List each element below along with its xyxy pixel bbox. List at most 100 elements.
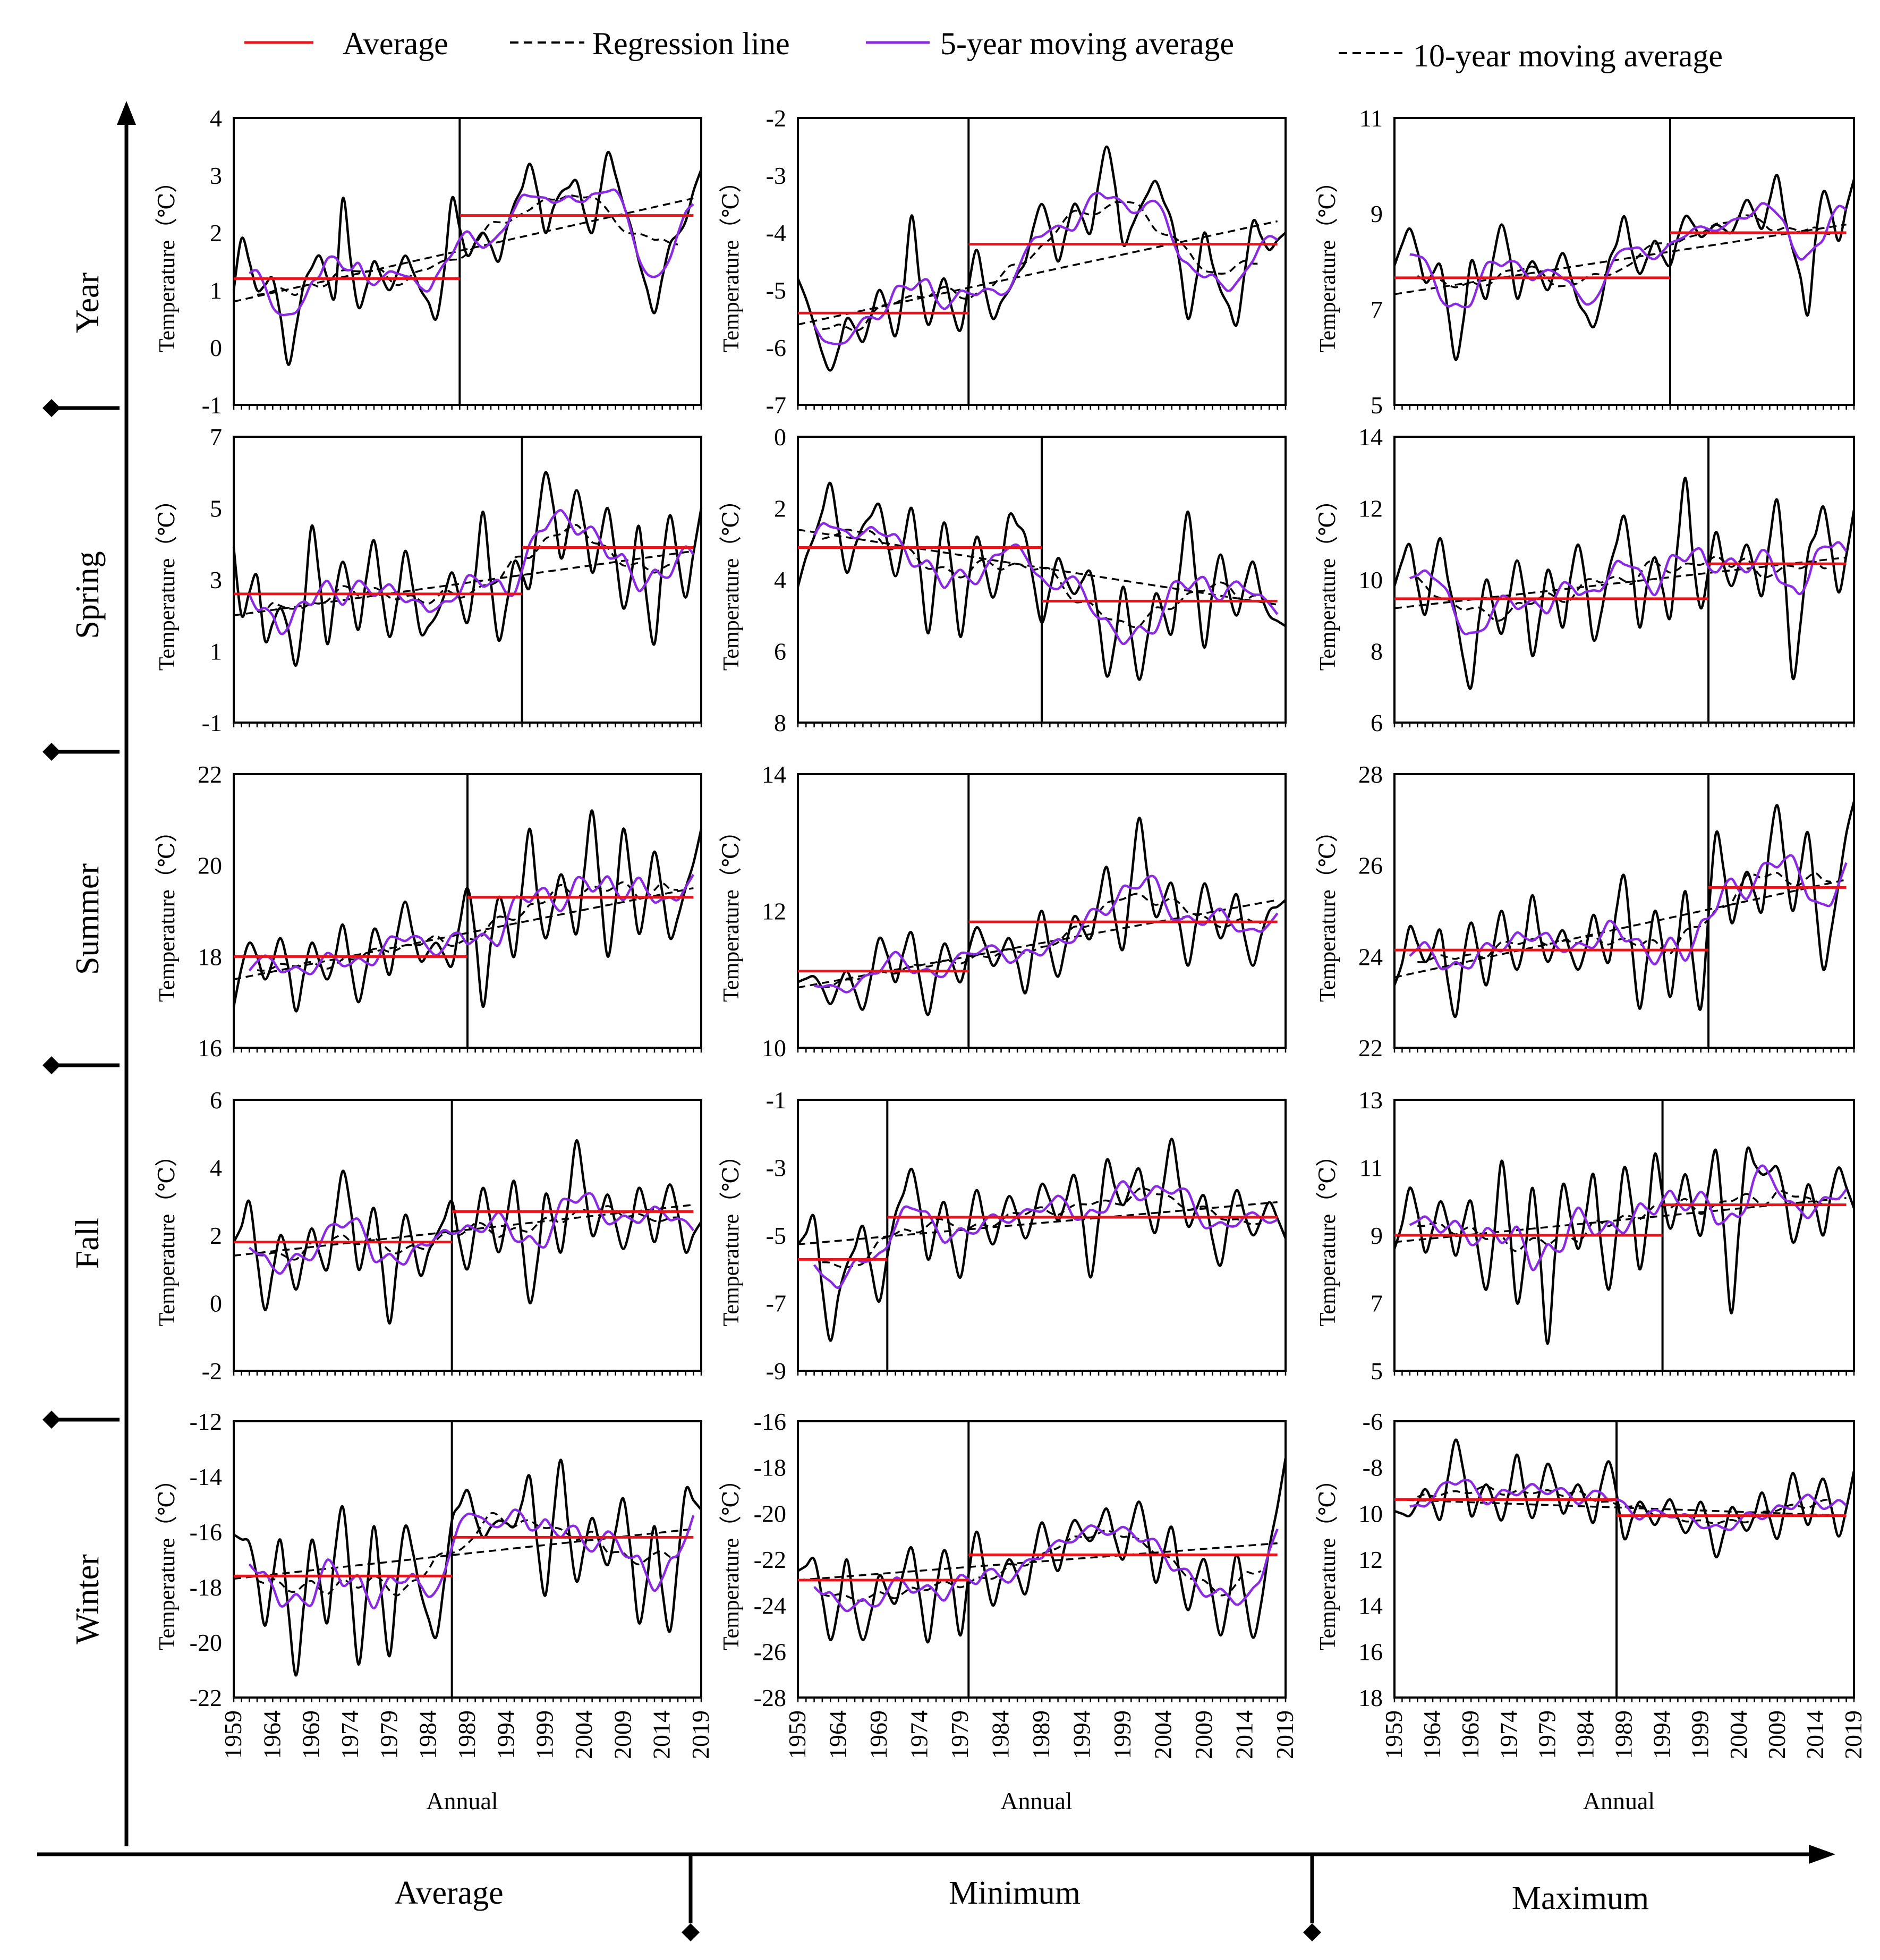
y-tick-label: 11 bbox=[1359, 1155, 1383, 1182]
row-separator-diamond bbox=[42, 743, 61, 761]
y-tick-label: 6 bbox=[774, 638, 786, 665]
temperature-series-line bbox=[1393, 477, 1856, 690]
x-tick-label: 1994 bbox=[1068, 1710, 1095, 1759]
y-tick-label: 12 bbox=[762, 898, 786, 925]
column-separator-diamond bbox=[1303, 1923, 1321, 1941]
y-tick-label: 7 bbox=[1371, 296, 1383, 323]
panel-winter-minimum: -16 -18 -20 -22 -24 -26 -28 Temperature（℃） 1959 1… bbox=[719, 1408, 1298, 1814]
row-label-summer: Summer bbox=[70, 863, 106, 975]
panel-year-maximum: 11 9 7 5 Temperature（℃） bbox=[1316, 105, 1856, 419]
y-axis-label: Temperature（℃） bbox=[719, 171, 744, 353]
y-axis-label: Temperature（℃） bbox=[155, 1144, 180, 1327]
x-tick-label: 1989 bbox=[453, 1710, 480, 1759]
x-tick-label: 1984 bbox=[1571, 1710, 1598, 1759]
ma10-line bbox=[822, 1529, 1262, 1602]
panel-summer-average: 22 20 18 16 Temperature（℃） bbox=[155, 761, 703, 1062]
y-tick-label: -20 bbox=[754, 1500, 786, 1527]
x-tick-label: 1959 bbox=[1380, 1710, 1407, 1759]
y-tick-label: 18 bbox=[198, 943, 222, 970]
y-tick-label: -9 bbox=[766, 1357, 786, 1385]
y-tick-label: 2 bbox=[210, 219, 222, 247]
x-tick-label: 1959 bbox=[784, 1710, 811, 1759]
y-tick-label: 4 bbox=[210, 1155, 222, 1182]
ma5-line bbox=[1409, 854, 1848, 971]
temperature-series-line bbox=[232, 151, 703, 366]
y-axis-label: Temperature（℃） bbox=[719, 1469, 744, 1651]
ma10-line bbox=[257, 194, 678, 296]
plot-frame bbox=[233, 117, 702, 406]
temperature-series-line bbox=[796, 145, 1287, 372]
row-label-winter: Winter bbox=[70, 1554, 106, 1644]
ma10-line bbox=[1417, 555, 1832, 622]
temperature-series-line bbox=[797, 1138, 1287, 1342]
y-tick-label: -14 bbox=[190, 1463, 222, 1490]
x-tick-label: 1964 bbox=[1418, 1710, 1445, 1759]
x-axis-label: Annual bbox=[426, 1787, 498, 1814]
x-tick-label: 1979 bbox=[375, 1710, 402, 1759]
column-label-maximum: Maximum bbox=[1512, 1880, 1649, 1916]
ma5-line bbox=[249, 188, 694, 317]
x-tick-label: 2014 bbox=[1231, 1710, 1258, 1759]
y-tick-label: -26 bbox=[754, 1638, 786, 1665]
column-separator-diamond bbox=[682, 1923, 700, 1941]
y-tick-label: -3 bbox=[766, 162, 786, 189]
y-axis-label: Temperature（℃） bbox=[155, 1469, 180, 1651]
ma5-line bbox=[813, 1180, 1278, 1289]
y-tick-label: -3 bbox=[766, 1155, 786, 1182]
x-tick-label: 1969 bbox=[1457, 1710, 1484, 1759]
row-separator-diamond bbox=[42, 1411, 61, 1429]
y-tick-label: 20 bbox=[198, 852, 222, 879]
x-tick-label: 1959 bbox=[219, 1710, 246, 1759]
y-tick-label: 24 bbox=[1358, 943, 1383, 970]
panel-spring-minimum: 0 2 4 6 8 Temperature（℃） bbox=[719, 423, 1287, 736]
panel-fall-minimum: -1 -3 -5 -7 -9 Temperature（℃） bbox=[719, 1087, 1287, 1385]
ma5-line bbox=[813, 522, 1279, 646]
ma5-line bbox=[248, 509, 695, 635]
y-tick-label: 16 bbox=[1358, 1638, 1383, 1665]
y-tick-label: -20 bbox=[190, 1629, 222, 1656]
x-tick-label: 2009 bbox=[1763, 1710, 1790, 1759]
row-label-year: Year bbox=[70, 273, 106, 334]
y-tick-label: -8 bbox=[1363, 1454, 1383, 1481]
plot-frame bbox=[1393, 117, 1855, 406]
temperature-series-line bbox=[1394, 1438, 1856, 1558]
y-axis-label: Temperature（℃） bbox=[1316, 820, 1340, 1002]
temperature-series-line bbox=[1393, 801, 1856, 1019]
panel-summer-minimum: 14 12 10 Temperature（℃） bbox=[719, 761, 1287, 1062]
ma5-line bbox=[1409, 202, 1847, 309]
x-tick-label: 2004 bbox=[1150, 1710, 1177, 1759]
y-tick-label: 4 bbox=[774, 566, 786, 593]
column-axis-arrowhead bbox=[1809, 1845, 1835, 1864]
ma5-line bbox=[813, 191, 1278, 345]
x-tick-label: 1969 bbox=[865, 1710, 892, 1759]
y-tick-label: 22 bbox=[1358, 1034, 1383, 1062]
temperature-series-line bbox=[797, 817, 1287, 1016]
y-tick-label: 10 bbox=[1358, 1500, 1383, 1527]
ma5-line bbox=[248, 1508, 695, 1610]
row-separator-diamond bbox=[42, 399, 61, 417]
column-separators bbox=[682, 1854, 1321, 1941]
x-tick-label: 1979 bbox=[1533, 1710, 1560, 1759]
panel-winter-average: -12 -14 -16 -18 -20 -22 Temperature（℃） 1959 1964… bbox=[155, 1408, 714, 1814]
y-tick-label: -18 bbox=[754, 1454, 786, 1481]
y-tick-label: -22 bbox=[754, 1546, 786, 1573]
y-tick-label: 7 bbox=[1371, 1290, 1383, 1317]
legend-regression-label: Regression line bbox=[592, 26, 790, 61]
y-tick-label: -1 bbox=[202, 392, 222, 419]
temperature-series-line bbox=[797, 1457, 1287, 1644]
y-tick-label: 9 bbox=[1371, 200, 1383, 227]
x-tick-label: 1974 bbox=[336, 1710, 363, 1759]
ma10-line bbox=[257, 881, 678, 972]
legend: Average Regression line 5-year moving av… bbox=[244, 26, 1723, 73]
x-tick-label: 2004 bbox=[570, 1710, 597, 1759]
y-tick-label: 9 bbox=[1371, 1222, 1383, 1249]
ma5-line bbox=[1409, 541, 1848, 635]
x-tick-label: 1979 bbox=[946, 1710, 973, 1759]
y-axis-label: Temperature（℃） bbox=[1316, 1144, 1340, 1327]
y-tick-label: -6 bbox=[766, 334, 786, 361]
regression-line bbox=[1394, 223, 1847, 295]
x-tick-label: 2014 bbox=[648, 1710, 675, 1759]
y-tick-label: 12 bbox=[1358, 1546, 1383, 1573]
ma10-line bbox=[1417, 1190, 1831, 1252]
